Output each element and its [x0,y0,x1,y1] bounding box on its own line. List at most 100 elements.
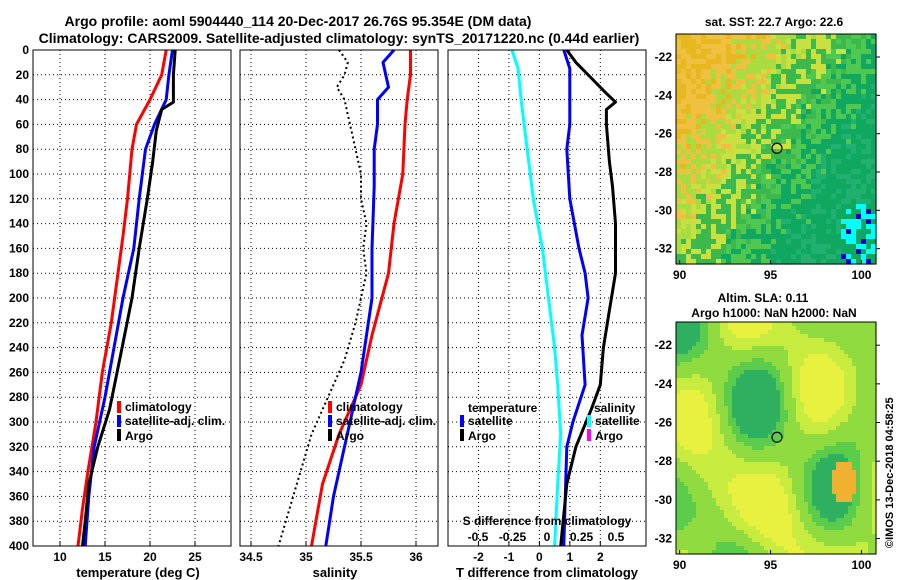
heatmap-cell [772,422,777,427]
heatmap-cell [760,378,765,383]
heatmap-cell [764,446,769,451]
heatmap-cell [796,129,802,135]
heatmap-cell [851,204,857,210]
heatmap-cell [684,330,689,335]
heatmap-cell [736,362,741,367]
series-line-climatology [310,50,412,547]
heatmap-cell [768,378,773,383]
heatmap-cell [841,109,847,115]
heatmap-cell [716,79,722,85]
heatmap-cell [852,530,857,535]
heatmap-cell [826,79,832,85]
heatmap-cell [716,470,721,475]
heatmap-cell [716,84,722,90]
heatmap-cell [708,522,713,527]
heatmap-cell [821,179,827,185]
heatmap-cell [804,522,809,527]
heatmap-cell [788,518,793,523]
heatmap-cell [828,434,833,439]
heatmap-cell [676,370,681,375]
heatmap-cell [824,522,829,527]
heatmap-cell [752,386,757,391]
heatmap-cell [844,534,849,539]
heatmap-cell [804,506,809,511]
heatmap-cell [720,362,725,367]
heatmap-cell [824,406,829,411]
heatmap-cell [680,470,685,475]
heatmap-cell [701,254,707,260]
heatmap-cell [792,414,797,419]
heatmap-cell [732,534,737,539]
heatmap-cell [684,358,689,363]
heatmap-cell [864,326,869,331]
heatmap-cell [760,334,765,339]
heatmap-cell [716,154,722,160]
heatmap-cell [696,234,702,240]
heatmap-cell [812,506,817,511]
heatmap-cell [841,249,847,255]
heatmap-cell [800,326,805,331]
heatmap-cell [760,398,765,403]
heatmap-cell [740,490,745,495]
heatmap-cell [684,390,689,395]
heatmap-cell [736,194,742,200]
heatmap-cell [688,510,693,515]
heatmap-cell [800,546,805,551]
heatmap-cell [746,179,752,185]
heatmap-cell [732,374,737,379]
map-y-tick-label: -22 [655,50,673,64]
heatmap-cell [840,378,845,383]
heatmap-cell [772,334,777,339]
heatmap-cell [721,254,727,260]
heatmap-cell [706,79,712,85]
heatmap-cell [731,104,737,110]
heatmap-cell [764,526,769,531]
heatmap-cell [701,174,707,180]
heatmap-cell [812,374,817,379]
heatmap-cell [872,538,877,543]
heatmap-cell [804,334,809,339]
heatmap-cell [871,124,877,130]
heatmap-cell [740,498,745,503]
heatmap-cell [806,144,812,150]
heatmap-cell [820,326,825,331]
heatmap-cell [721,59,727,65]
heatmap-cell [741,74,747,80]
heatmap-cell [752,398,757,403]
heatmap-cell [812,326,817,331]
heatmap-cell [772,502,777,507]
heatmap-cell [708,334,713,339]
heatmap-cell [708,342,713,347]
heatmap-cell [851,89,857,95]
heatmap-cell [680,514,685,519]
heatmap-cell [826,39,832,45]
heatmap-cell [696,79,702,85]
heatmap-cell [811,159,817,165]
heatmap-cell [766,39,772,45]
heatmap-cell [740,518,745,523]
heatmap-cell [816,370,821,375]
heatmap-cell [816,54,822,60]
heatmap-cell [708,430,713,435]
heatmap-cell [868,526,873,531]
heatmap-cell [820,354,825,359]
heatmap-cell [784,542,789,547]
heatmap-cell [824,482,829,487]
heatmap-cell [756,498,761,503]
heatmap-cell [848,334,853,339]
heatmap-cell [696,374,701,379]
heatmap-cell [831,229,837,235]
heatmap-cell [708,414,713,419]
heatmap-cell [788,350,793,355]
heatmap-cell [840,374,845,379]
heatmap-cell [704,390,709,395]
heatmap-cell [768,534,773,539]
heatmap-cell [676,550,681,555]
heatmap-cell [868,506,873,511]
heatmap-cell [788,422,793,427]
heatmap-cell [740,426,745,431]
heatmap-cell [820,410,825,415]
heatmap-cell [860,430,865,435]
heatmap-cell [824,434,829,439]
heatmap-cell [756,239,762,245]
